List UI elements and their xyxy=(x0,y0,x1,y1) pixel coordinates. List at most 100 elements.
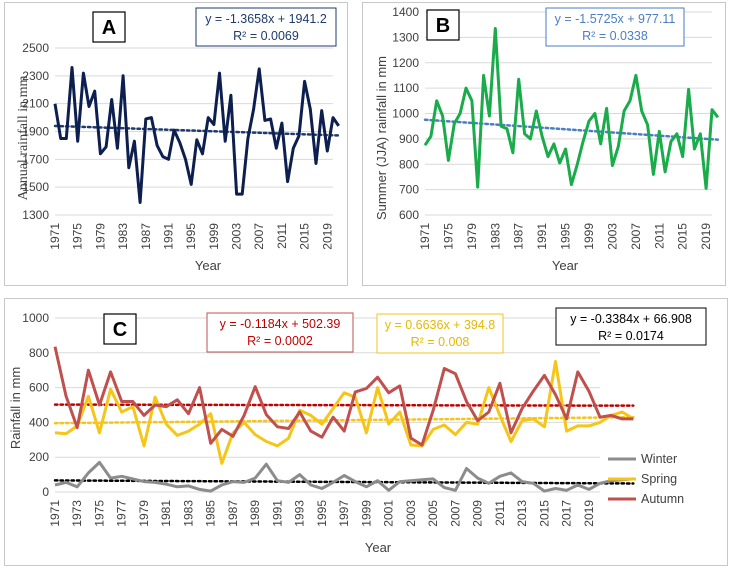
panel-c-autumn-r2: R² = 0.0002 xyxy=(247,334,313,348)
panel-b-xtick-label: 2007 xyxy=(629,223,643,250)
panel-a-xtick-label: 2015 xyxy=(298,223,312,250)
panel-b-badge xyxy=(426,9,460,41)
panel-c-xtick-label: 2001 xyxy=(382,500,396,527)
panel-c-xtick-label: 2003 xyxy=(404,500,418,527)
panel-c-xtick-label: 1989 xyxy=(248,500,262,527)
panel-c-xtick-label: 1979 xyxy=(137,500,151,527)
panel-b-ytick-label: 1200 xyxy=(392,56,419,70)
panel-b-ytick-label: 1000 xyxy=(392,107,419,121)
panel-b-xtick-label: 1975 xyxy=(441,223,455,250)
panel-b-xtick-label: 1979 xyxy=(465,223,479,250)
panel-a-ytick-label: 1700 xyxy=(22,152,49,166)
legend-winter-label: Winter xyxy=(641,452,677,466)
panel-b-ytick-label: 700 xyxy=(399,183,419,197)
panel-b-xtick-label: 1999 xyxy=(582,223,596,250)
panel-c-ytick-label: 1000 xyxy=(22,311,49,325)
panel-a-xtick-label: 1979 xyxy=(93,223,107,250)
panel-c-xtick-label: 2015 xyxy=(537,500,551,527)
panel-a-xtick-label: 1995 xyxy=(184,223,198,250)
panel-c-xtick-label: 1985 xyxy=(204,500,218,527)
panel-c-xtick-label: 1975 xyxy=(92,500,106,527)
panel-a-ytick-label: 1500 xyxy=(22,180,49,194)
panel-a-xtick-label: 1975 xyxy=(71,223,85,250)
panel-c-trendline-spring xyxy=(53,415,635,425)
panel-b-xtick-label: 2015 xyxy=(676,223,690,250)
panel-c-autumn-equation-box xyxy=(206,312,354,353)
panel-c-xtick-label: 2009 xyxy=(471,500,485,527)
panel-a-xtick-label: 1971 xyxy=(48,223,62,250)
panel-c-spring-equation-box xyxy=(376,313,504,354)
panel-a-xtick-label: 1999 xyxy=(207,223,221,250)
panel-c-xtick-label: 1993 xyxy=(293,500,307,527)
panel-c-ytick-label: 800 xyxy=(29,346,49,360)
panel-c-winter-equation-box xyxy=(555,307,707,346)
panel-a-equation: y = -1.3658x + 1941.2 xyxy=(205,12,327,26)
panel-c-chart: 0 200 400 600 800 1000 1971 1973 1975 1977 1979 198… xyxy=(22,311,635,527)
panel-a-ytick-label: 2300 xyxy=(22,69,49,83)
panel-a-r2: R² = 0.0069 xyxy=(233,29,299,43)
panel-c-xtick-label: 1981 xyxy=(159,500,173,527)
panel-a-chart: 1300 1500 1700 1900 2100 2300 2500 1971 1975 1979… xyxy=(22,41,340,250)
legend-autumn-label: Autumn xyxy=(641,492,684,506)
panel-c-winter-r2: R² = 0.0174 xyxy=(598,329,664,343)
panel-c-xtick-label: 2013 xyxy=(515,500,529,527)
panel-c-ylabel: Rainfall in mm xyxy=(8,367,23,449)
panel-b-xlabel: Year xyxy=(552,258,579,273)
panel-c-ytick-label: 600 xyxy=(29,381,49,395)
panel-c-ytick-label: 200 xyxy=(29,450,49,464)
panel-a-xtick-label: 2007 xyxy=(252,223,266,250)
panel-b-ytick-label: 600 xyxy=(399,208,419,222)
panel-a-ytick-label: 1900 xyxy=(22,125,49,139)
panel-c-xtick-label: 1983 xyxy=(181,500,195,527)
panel-a-xtick-label: 2019 xyxy=(320,223,334,250)
panel-c-series-winter xyxy=(54,460,634,493)
panel-c-series-spring xyxy=(54,360,635,465)
panel-a-trendline xyxy=(53,124,340,137)
panel-a-xlabel: Year xyxy=(195,258,222,273)
panel-a-ytick-label: 2500 xyxy=(22,41,49,55)
panel-b-ytick-label: 1400 xyxy=(392,5,419,19)
panel-a-xtick-label: 2003 xyxy=(230,223,244,250)
panel-c-ytick-label: 0 xyxy=(42,485,49,499)
panel-c-xtick-label: 1997 xyxy=(337,500,351,527)
panel-b-equation: y = -1.5725x + 977.11 xyxy=(555,12,676,26)
legend-spring-label: Spring xyxy=(641,472,677,486)
panel-b-ytick-label: 800 xyxy=(399,157,419,171)
panel-c-xtick-label: 1999 xyxy=(359,500,373,527)
panel-c-trendline-autumn xyxy=(53,403,635,407)
panel-b-xtick-label: 2019 xyxy=(699,223,713,250)
panel-b-xtick-label: 1971 xyxy=(418,223,432,250)
panel-a-xtick-label: 2011 xyxy=(275,223,289,249)
panel-a-ytick-label: 1300 xyxy=(22,208,49,222)
panel-c-spring-equation: y = 0.6636x + 394.8 xyxy=(385,318,496,332)
panel-b-r2: R² = 0.0338 xyxy=(582,29,648,43)
panel-b-xtick-label: 2003 xyxy=(605,223,619,250)
panel-a-ytick-label: 2100 xyxy=(22,97,49,111)
panel-c-xtick-label: 1977 xyxy=(115,500,129,527)
panel-c-autumn-equation: y = -0.1184x + 502.39 xyxy=(220,317,341,331)
panel-b-series-summer xyxy=(423,27,720,190)
panel-b-xtick-label: 1987 xyxy=(512,223,526,250)
panel-c-winter-equation: y = -0.3384x + 66.908 xyxy=(570,312,692,326)
panel-a-xtick-label: 1987 xyxy=(139,223,153,250)
panel-c-ytick-label: 400 xyxy=(29,415,49,429)
panel-c-xtick-label: 1971 xyxy=(48,500,62,527)
panel-a-equation-box xyxy=(195,7,337,47)
panel-c-xtick-label: 2011 xyxy=(493,500,507,526)
panel-b-letter: B xyxy=(436,15,450,37)
panel-b-xtick-label: 1995 xyxy=(559,223,573,250)
panel-c-letter: C xyxy=(113,319,127,341)
panel-b-xtick-label: 1983 xyxy=(488,223,502,250)
panel-a-xtick-label: 1991 xyxy=(161,223,175,250)
panel-a-series-annual xyxy=(53,66,340,204)
panel-c-xtick-label: 2019 xyxy=(582,500,596,527)
panel-b-xtick-label: 1991 xyxy=(535,223,549,250)
panel-c-xtick-label: 1973 xyxy=(70,500,84,527)
panel-c-xtick-label: 2005 xyxy=(426,500,440,527)
panel-c-xlabel: Year xyxy=(365,540,392,555)
panel-a-ylabel: Annual rainfall in mm xyxy=(16,75,31,200)
panel-c-xtick-label: 1991 xyxy=(270,500,284,527)
panel-a-badge xyxy=(92,11,126,43)
panel-c-series-autumn xyxy=(53,346,634,447)
